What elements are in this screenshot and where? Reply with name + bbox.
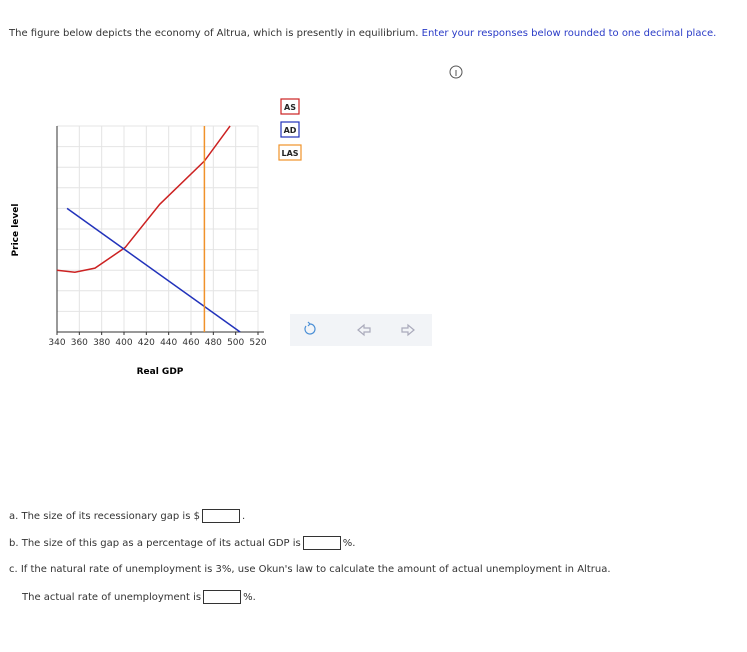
reset-icon[interactable] bbox=[304, 321, 316, 335]
suffix: . bbox=[241, 511, 246, 522]
chart: Price level Real GDP 340 360 380 400 420 440 4… bbox=[11, 65, 463, 377]
x-tick-label: 460 bbox=[182, 338, 199, 348]
y-axis-label: Price level bbox=[11, 204, 21, 257]
undo-icon[interactable] bbox=[357, 323, 371, 337]
question-c-answer-text: The actual rate of unemployment is bbox=[22, 592, 202, 603]
question-c: c. If the natural rate of unemployment i… bbox=[9, 564, 611, 575]
toolbar bbox=[290, 314, 432, 346]
legend-label: AD bbox=[284, 126, 297, 135]
x-tick-label: 500 bbox=[227, 338, 244, 348]
info-icon[interactable] bbox=[449, 65, 463, 79]
suffix: %. bbox=[243, 592, 256, 603]
answer-input[interactable] bbox=[201, 509, 240, 523]
legend-button[interactable]: AD bbox=[280, 121, 300, 138]
answer-input[interactable] bbox=[302, 536, 341, 550]
curve bbox=[66, 207, 241, 333]
answer-input[interactable] bbox=[203, 590, 242, 604]
legend-button[interactable]: AS bbox=[280, 98, 300, 115]
legend-label: AS bbox=[284, 103, 296, 112]
x-tick-label: 440 bbox=[160, 338, 177, 348]
redo-icon[interactable] bbox=[401, 323, 415, 337]
intro: The figure below depicts the economy of … bbox=[9, 27, 724, 40]
x-tick-label: 380 bbox=[93, 338, 110, 348]
intro-text: The figure below depicts the economy of … bbox=[9, 28, 419, 39]
x-tick-label: 400 bbox=[115, 338, 132, 348]
question-c-answer: The actual rate of unemployment is%. bbox=[22, 590, 256, 604]
x-tick-label: 340 bbox=[48, 338, 65, 348]
legend-button[interactable]: LAS bbox=[278, 144, 302, 161]
suffix: %. bbox=[342, 538, 356, 549]
question-b: b. The size of this gap as a percentage … bbox=[9, 536, 355, 550]
x-tick-label: 480 bbox=[205, 338, 222, 348]
question-a: a. The size of its recessionary gap is $… bbox=[9, 509, 245, 523]
legend-box bbox=[280, 121, 300, 138]
legend-label: LAS bbox=[281, 149, 298, 158]
legend-box bbox=[280, 98, 300, 115]
x-tick-label: 520 bbox=[249, 338, 266, 348]
instruction: Enter your responses below rounded to on… bbox=[421, 28, 717, 39]
x-tick-label: 420 bbox=[138, 338, 155, 348]
x-axis-label: Real GDP bbox=[137, 367, 184, 377]
legend-box bbox=[278, 144, 302, 161]
question-b-text: b. The size of this gap as a percentage … bbox=[9, 538, 301, 549]
x-tick-label: 360 bbox=[71, 338, 88, 348]
question-a-text: a. The size of its recessionary gap is $ bbox=[9, 511, 200, 522]
